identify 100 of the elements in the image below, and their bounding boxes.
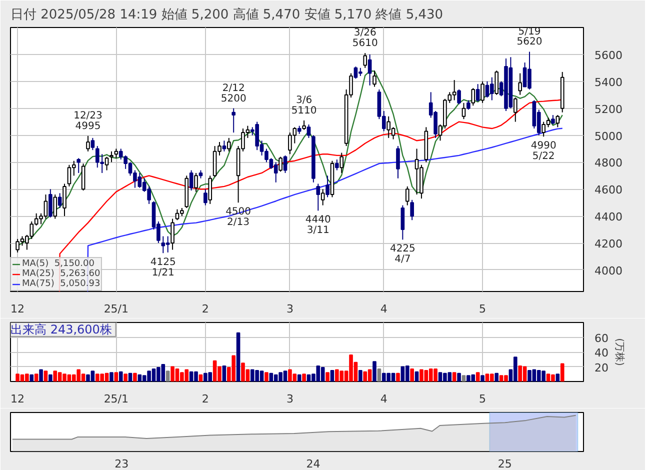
x-tick-label: 23 — [114, 458, 129, 470]
bar — [198, 374, 203, 382]
candlestick — [551, 114, 555, 125]
candlestick — [81, 163, 86, 191]
annotation: 4990 5/22 — [530, 140, 556, 162]
bar — [133, 372, 137, 382]
bar — [396, 372, 400, 382]
legend-label: MA(25) 5,263.60 — [22, 269, 100, 279]
x-tick-label: 4 — [380, 392, 388, 406]
y-tick-label: 4000 — [594, 264, 622, 278]
y-tick-label: 4400 — [594, 210, 622, 224]
x-tick-label: 5 — [479, 302, 486, 316]
candlestick — [232, 108, 236, 134]
legend-label: MA(5) 5,150.00 — [22, 259, 94, 269]
bar — [53, 370, 58, 382]
candlestick — [320, 188, 325, 206]
y-tick-label: 20 — [594, 361, 608, 374]
candlestick — [161, 236, 166, 254]
bar — [452, 372, 456, 382]
candlestick — [274, 162, 278, 183]
candlestick — [170, 218, 174, 250]
candlestick — [62, 183, 66, 217]
bar — [518, 366, 522, 382]
bar — [114, 372, 118, 382]
x-tick-label: 12 — [10, 392, 25, 406]
candlestick — [363, 52, 368, 68]
y-tick-label: 4600 — [594, 184, 622, 197]
bar — [118, 371, 123, 382]
bar — [480, 375, 484, 382]
candlestick — [494, 70, 499, 96]
y-tick-label: 5200 — [594, 102, 622, 116]
x-tick-label: 25 — [498, 458, 512, 470]
bar — [556, 374, 560, 382]
bar — [48, 374, 52, 382]
y-tick-label: 40 — [594, 346, 608, 360]
candlestick — [48, 188, 52, 218]
candlestick — [405, 186, 410, 206]
bar — [110, 372, 114, 382]
annotation: 3/26 5610 — [352, 28, 378, 50]
x-tick-label: 4 — [380, 302, 388, 316]
candlestick — [222, 140, 226, 152]
candlestick — [335, 159, 339, 171]
x-tick-label: 24 — [306, 458, 320, 470]
annotation: 4125 1/21 — [150, 257, 176, 279]
bar — [330, 370, 334, 382]
candlestick — [208, 175, 212, 204]
candlestick — [396, 146, 400, 179]
candlestick — [556, 114, 560, 128]
x-tick-label: 12 — [10, 302, 25, 316]
bar — [124, 374, 128, 382]
candlestick — [480, 80, 484, 104]
bar — [494, 372, 499, 382]
candlestick — [306, 124, 311, 138]
bar — [222, 366, 226, 382]
bar — [128, 372, 132, 382]
annotation: 4225 4/7 — [390, 244, 416, 266]
chart-title: 日付 2025/05/28 14:19 始値 5,200 高値 5,470 安値 5,170 終値 5,430 — [10, 6, 444, 22]
bar — [405, 366, 410, 382]
bar — [476, 372, 480, 382]
x-tick-label: 25/1 — [104, 302, 129, 316]
candlestick — [466, 100, 470, 110]
candlestick — [110, 150, 114, 163]
y-tick-label: 5000 — [594, 130, 622, 143]
candlestick — [326, 175, 330, 198]
y-tick-label: 5600 — [594, 48, 622, 62]
bar — [358, 370, 362, 382]
bar — [302, 374, 306, 382]
candlestick — [90, 137, 95, 151]
candlestick — [410, 199, 414, 221]
candlestick — [86, 135, 90, 152]
annotation: 4440 3/11 — [305, 214, 331, 236]
x-tick-label: 25/1 — [104, 392, 129, 406]
chart-title: 出来高 243,600株 — [10, 322, 112, 336]
candlestick — [518, 72, 522, 96]
bar — [297, 374, 302, 382]
bar — [372, 361, 376, 382]
candlestick — [204, 188, 208, 206]
candlestick — [53, 194, 58, 220]
bar — [264, 372, 268, 382]
annotation: 3/6 5110 — [291, 94, 317, 116]
candlestick — [194, 172, 198, 192]
x-tick-label: 2 — [202, 392, 209, 406]
bar — [236, 332, 240, 382]
bar — [462, 375, 466, 382]
bar — [44, 370, 48, 382]
candlestick — [114, 148, 118, 159]
y-tick-label: 60 — [594, 332, 608, 345]
x-tick-label: 2 — [202, 302, 209, 316]
candlestick — [76, 158, 81, 174]
annotation: 2/12 5200 — [220, 82, 246, 104]
candlestick — [368, 54, 372, 86]
x-tick-label: 3 — [286, 302, 294, 316]
legend-label: MA(75) 5,050.93 — [22, 279, 100, 289]
candlestick — [58, 192, 62, 208]
y-axis-title: (万株) — [613, 338, 626, 366]
bar — [34, 374, 38, 382]
bar — [377, 368, 382, 382]
bar — [39, 369, 43, 382]
candlestick — [513, 97, 518, 122]
y-tick-label: 5400 — [594, 76, 622, 89]
